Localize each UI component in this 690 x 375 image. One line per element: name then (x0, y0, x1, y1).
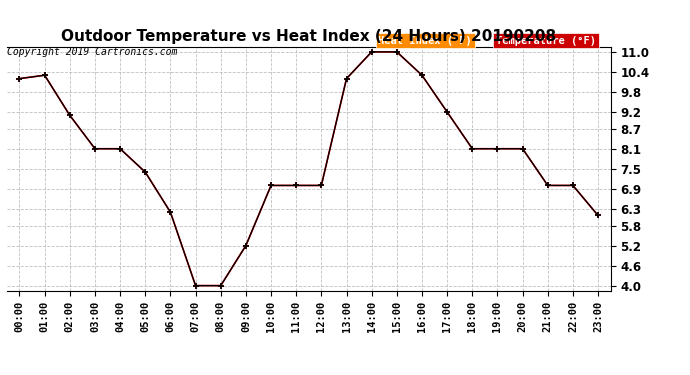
Text: Heat Index (°F): Heat Index (°F) (378, 36, 472, 46)
Text: Copyright 2019 Cartronics.com: Copyright 2019 Cartronics.com (7, 47, 177, 57)
Title: Outdoor Temperature vs Heat Index (24 Hours) 20190208: Outdoor Temperature vs Heat Index (24 Ho… (61, 29, 556, 44)
Text: Temperature (°F): Temperature (°F) (496, 36, 596, 46)
